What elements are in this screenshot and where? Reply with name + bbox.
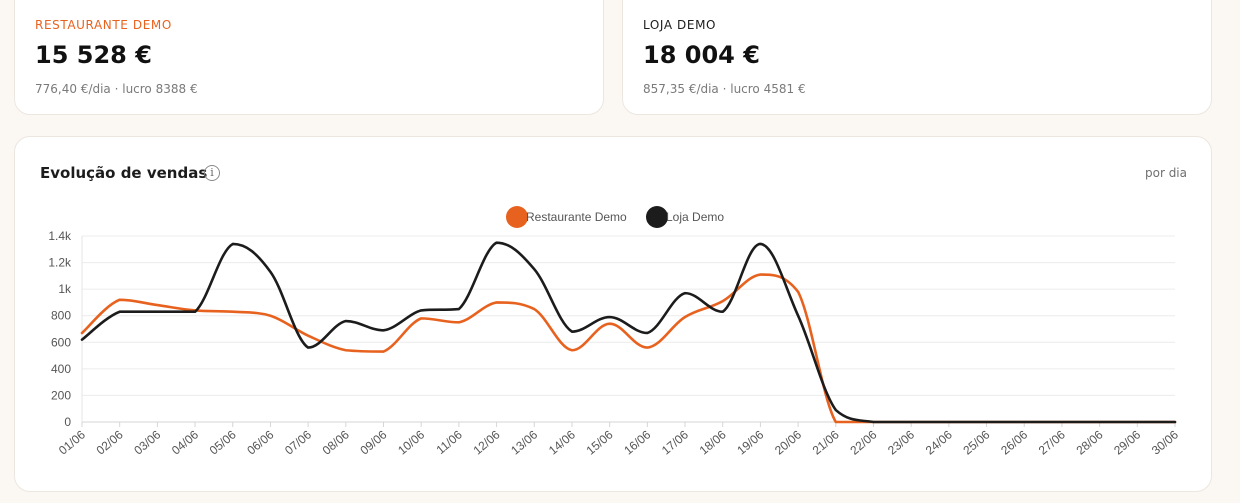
x-tick-label: 07/06 — [282, 427, 314, 457]
sales-chart-card: Evolução de vendas i por dia 0 200 400 600 8… — [14, 136, 1212, 492]
y-tick-label: 1.4k — [48, 229, 72, 243]
kpi-subtext: 776,40 €/dia · lucro 8388 € — [35, 82, 198, 96]
x-tick-label: 14/06 — [546, 427, 578, 457]
series-line-0 — [80, 273, 1177, 424]
y-tick-label: 600 — [51, 335, 71, 349]
legend-label-1: Loja Demo — [666, 210, 724, 224]
x-tick-label: 24/06 — [923, 427, 955, 457]
x-tick-label: 20/06 — [772, 427, 804, 457]
y-tick-label: 400 — [51, 362, 71, 376]
legend-label-0: Restaurante Demo — [526, 210, 627, 224]
kpi-value: 18 004 € — [643, 41, 760, 69]
x-tick-label: 04/06 — [169, 427, 201, 457]
x-tick-label: 09/06 — [357, 427, 389, 457]
kpi-label: LOJA DEMO — [643, 18, 717, 32]
x-tick-label: 19/06 — [734, 427, 766, 457]
x-tick-label: 23/06 — [885, 427, 917, 457]
info-icon[interactable]: i — [204, 165, 220, 181]
x-tick-label: 05/06 — [207, 427, 239, 457]
x-tick-label: 08/06 — [320, 427, 352, 457]
y-tick-label: 0 — [64, 415, 71, 429]
y-tick-label: 1k — [58, 282, 72, 296]
legend-marker-0 — [506, 206, 528, 228]
x-tick-label: 16/06 — [621, 427, 653, 457]
chart-title: Evolução de vendas — [40, 164, 208, 182]
period-selector[interactable]: por dia — [1144, 166, 1187, 180]
kpi-card-restaurante: RESTAURANTE DEMO 15 528 € 776,40 €/dia ·… — [14, 0, 604, 115]
x-tick-label: 03/06 — [131, 427, 163, 457]
kpi-value: 15 528 € — [35, 41, 152, 69]
y-tick-label: 800 — [51, 309, 71, 323]
x-tick-label: 27/06 — [1036, 427, 1068, 457]
x-tick-label: 10/06 — [395, 427, 427, 457]
kpi-subtext: 857,35 €/dia · lucro 4581 € — [643, 82, 806, 96]
x-tick-label: 01/06 — [56, 427, 88, 457]
x-tick-label: 17/06 — [659, 427, 691, 457]
x-tick-label: 22/06 — [847, 427, 879, 457]
kpi-card-loja: LOJA DEMO 18 004 € 857,35 €/dia · lucro … — [622, 0, 1212, 115]
y-tick-label: 1.2k — [48, 256, 72, 270]
x-tick-label: 30/06 — [1149, 427, 1181, 457]
x-tick-label: 02/06 — [94, 427, 126, 457]
x-tick-label: 26/06 — [998, 427, 1030, 457]
x-tick-label: 29/06 — [1111, 427, 1143, 457]
x-tick-label: 21/06 — [810, 427, 842, 457]
x-tick-label: 11/06 — [434, 427, 466, 457]
kpi-label: RESTAURANTE DEMO — [35, 18, 172, 32]
series-line-1 — [80, 241, 1177, 424]
x-tick-label: 13/06 — [508, 427, 540, 457]
legend-marker-1 — [646, 206, 668, 228]
y-tick-label: 200 — [51, 388, 71, 402]
x-tick-label: 18/06 — [697, 427, 729, 457]
x-tick-label: 25/06 — [960, 427, 992, 457]
x-tick-label: 06/06 — [244, 427, 276, 457]
x-tick-label: 28/06 — [1074, 427, 1106, 457]
line-chart: 0 200 400 600 800 1k 1.2k 1.4k 01/06 02/06 03/06 04… — [48, 206, 1181, 458]
x-tick-label: 15/06 — [584, 427, 616, 457]
x-tick-label: 12/06 — [471, 427, 503, 457]
